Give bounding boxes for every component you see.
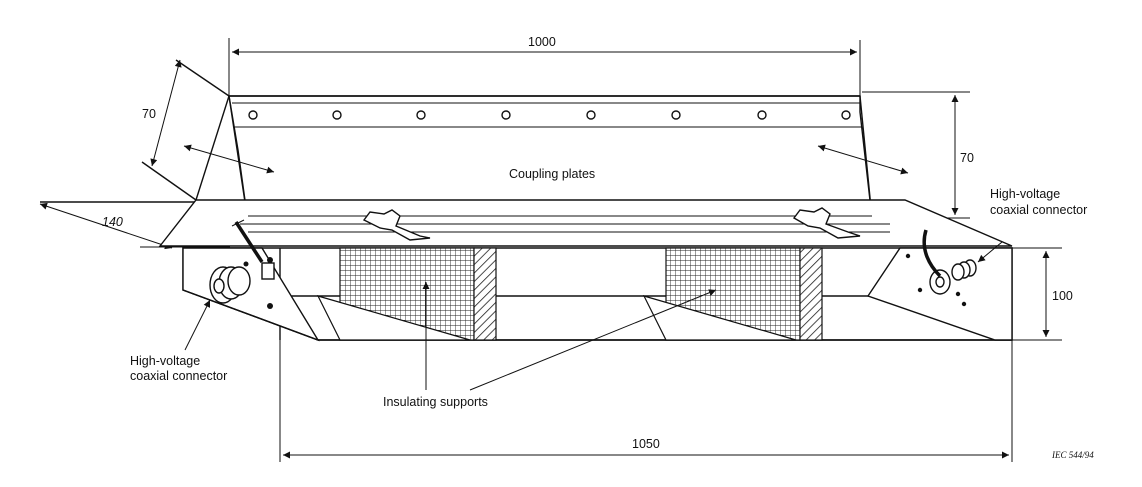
- plate-mounting-holes: [248, 110, 851, 120]
- plate-motion-arrow-left: [183, 144, 275, 174]
- hv-connector-right-label-line1: High-voltage: [990, 187, 1060, 201]
- dimension-label-70-left: 70: [142, 107, 156, 121]
- coupling-plates-label: Coupling plates: [509, 167, 595, 181]
- hv-connector-left-callout: High-voltage coaxial connector: [130, 299, 227, 383]
- insulating-support-right: [642, 247, 823, 341]
- hv-connector-left-label-line2: coaxial connector: [130, 369, 227, 383]
- dimension-label-1000: 1000: [528, 35, 556, 49]
- wing-nut-right: [792, 207, 861, 239]
- figure-reference: IEC 544/94: [1051, 450, 1094, 460]
- wing-nut-left: [362, 209, 431, 241]
- plate-motion-arrow-right: [817, 144, 909, 175]
- hv-connector-right-callout: High-voltage coaxial connector: [977, 187, 1087, 263]
- dimension-label-100: 100: [1052, 289, 1073, 303]
- insulating-supports-label: Insulating supports: [383, 395, 488, 409]
- dimension-label-1050: 1050: [632, 437, 660, 451]
- dimension-base-length: 1050: [279, 340, 1013, 462]
- dimension-base-height: 100: [1012, 247, 1073, 341]
- hv-connector-left-label-line1: High-voltage: [130, 354, 200, 368]
- insulating-supports-callout: Insulating supports: [383, 282, 717, 409]
- lower-coupling-plate: [158, 199, 1013, 247]
- hv-connector-right: [905, 229, 977, 307]
- base-box: [182, 247, 1013, 342]
- insulating-support-left: [316, 247, 497, 341]
- dimension-plate-height-right: 70: [862, 91, 974, 219]
- hv-connector-left: [209, 219, 275, 309]
- plate-left-edge: [141, 59, 230, 201]
- dimension-plate-length: 1000: [228, 35, 861, 98]
- dimension-label-140: 140: [102, 215, 123, 229]
- dimension-label-70-right: 70: [960, 151, 974, 165]
- hv-connector-right-label-line2: coaxial connector: [990, 203, 1087, 217]
- dimension-plate-height-left: 70: [142, 59, 182, 167]
